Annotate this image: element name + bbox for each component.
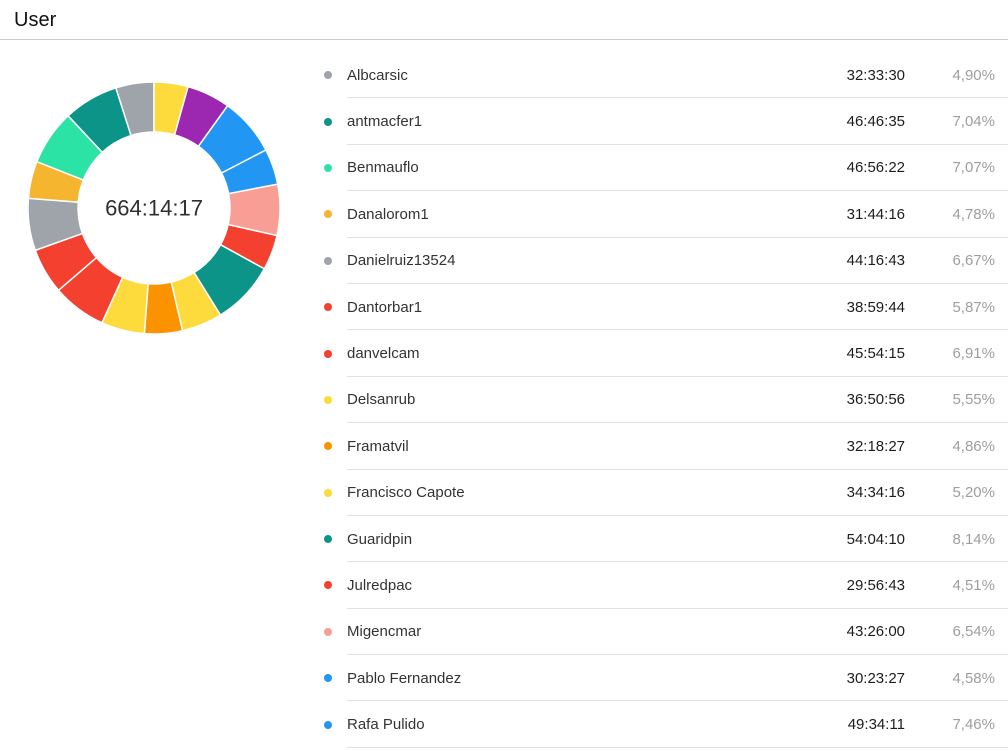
user-color-dot <box>324 349 332 358</box>
user-color-dot <box>324 71 332 80</box>
user-time: 46:56:22 <box>846 159 905 177</box>
user-color-dot <box>324 720 332 729</box>
user-percent: 6,67% <box>952 252 995 270</box>
user-name: Benmauflo <box>347 159 419 177</box>
user-time: 54:04:10 <box>846 530 905 548</box>
user-name: Danielruiz13524 <box>347 252 456 270</box>
user-color-dot <box>324 674 332 683</box>
report-content: 664:14:17 Albcarsic 32:33:30 4,90% antma… <box>0 40 1008 749</box>
user-row[interactable]: Albcarsic 32:33:30 4,90% <box>315 52 1008 99</box>
donut-segment[interactable] <box>153 81 189 136</box>
user-color-dot <box>324 488 332 497</box>
user-time: 32:18:27 <box>846 437 905 455</box>
user-time: 31:44:16 <box>846 205 905 223</box>
user-row[interactable]: antmacfer1 46:46:35 7,04% <box>315 98 1008 146</box>
user-percent: 4,51% <box>952 576 995 594</box>
user-time: 46:46:35 <box>846 113 905 131</box>
user-percent: 7,07% <box>952 159 995 177</box>
user-percent: 6,91% <box>952 345 995 363</box>
user-time: 43:26:00 <box>846 623 905 641</box>
user-name: danvelcam <box>347 345 420 363</box>
user-name: antmacfer1 <box>347 113 423 131</box>
user-name: Danalorom1 <box>347 205 429 223</box>
user-name: Dantorbar1 <box>347 298 423 316</box>
user-row[interactable]: Pablo Fernandez 30:23:27 4,58% <box>315 655 1008 702</box>
user-percent: 4,58% <box>952 669 995 687</box>
user-time: 32:33:30 <box>846 66 905 84</box>
user-color-dot <box>324 442 332 451</box>
user-name: Framatvil <box>347 437 409 455</box>
user-row[interactable]: danvelcam 45:54:15 6,91% <box>315 330 1008 378</box>
user-row[interactable]: Guaridpin 54:04:10 8,14% <box>315 516 1008 563</box>
user-percent: 4,78% <box>952 205 995 223</box>
page-header: User <box>0 0 1008 40</box>
user-time: 45:54:15 <box>846 345 905 363</box>
user-color-dot <box>324 395 332 404</box>
page-title: User <box>14 9 57 31</box>
user-name: Albcarsic <box>347 66 408 84</box>
user-color-dot <box>324 256 332 265</box>
user-color-dot <box>324 581 332 590</box>
user-color-dot <box>324 303 332 312</box>
user-time: 49:34:11 <box>847 716 905 734</box>
user-percent: 6,54% <box>952 623 995 641</box>
user-name: Pablo Fernandez <box>347 669 462 687</box>
user-list: Albcarsic 32:33:30 4,90% antmacfer1 46:4… <box>315 40 1008 749</box>
user-percent: 8,14% <box>952 530 995 548</box>
user-name: Migencmar <box>347 623 422 641</box>
user-time: 38:59:44 <box>846 298 905 316</box>
user-name: Guaridpin <box>347 530 413 548</box>
user-time: 34:34:16 <box>846 484 905 502</box>
user-row[interactable]: Danielruiz13524 44:16:43 6,67% <box>315 238 1008 285</box>
donut-center-total: 664:14:17 <box>105 196 203 221</box>
user-row[interactable]: Benmauflo 46:56:22 7,07% <box>315 145 1008 192</box>
user-time: 36:50:56 <box>846 391 905 409</box>
donut-chart: 664:14:17 <box>0 40 315 352</box>
user-row[interactable]: Francisco Capote 34:34:16 5,20% <box>315 470 1008 517</box>
user-name: Francisco Capote <box>347 484 465 502</box>
user-percent: 5,87% <box>952 298 995 316</box>
user-percent: 5,20% <box>952 484 995 502</box>
user-color-dot <box>324 210 332 219</box>
user-color-dot <box>324 627 332 636</box>
user-row[interactable]: Rafa Pulido 49:34:11 7,46% <box>315 701 1008 749</box>
user-time: 44:16:43 <box>846 252 905 270</box>
user-row[interactable]: Dantorbar1 38:59:44 5,87% <box>315 284 1008 331</box>
user-time: 30:23:27 <box>846 669 905 687</box>
user-row[interactable]: Framatvil 32:18:27 4,86% <box>315 423 1008 470</box>
user-name: Delsanrub <box>347 391 416 409</box>
user-percent: 4,86% <box>952 437 995 455</box>
user-time: 29:56:43 <box>846 576 905 594</box>
user-row[interactable]: Migencmar 43:26:00 6,54% <box>315 609 1008 656</box>
user-color-dot <box>324 117 332 126</box>
user-percent: 7,46% <box>952 716 995 734</box>
user-name: Julredpac <box>347 576 413 594</box>
user-percent: 7,04% <box>952 113 995 131</box>
user-percent: 5,55% <box>952 391 995 409</box>
user-row[interactable]: Julredpac 29:56:43 4,51% <box>315 562 1008 610</box>
user-percent: 4,90% <box>952 66 995 84</box>
user-color-dot <box>324 535 332 544</box>
user-color-dot <box>324 163 332 172</box>
donut-chart-svg: 664:14:17 <box>27 81 281 335</box>
user-row[interactable]: Delsanrub 36:50:56 5,55% <box>315 377 1008 424</box>
user-name: Rafa Pulido <box>347 716 425 734</box>
user-row[interactable]: Danalorom1 31:44:16 4,78% <box>315 191 1008 238</box>
